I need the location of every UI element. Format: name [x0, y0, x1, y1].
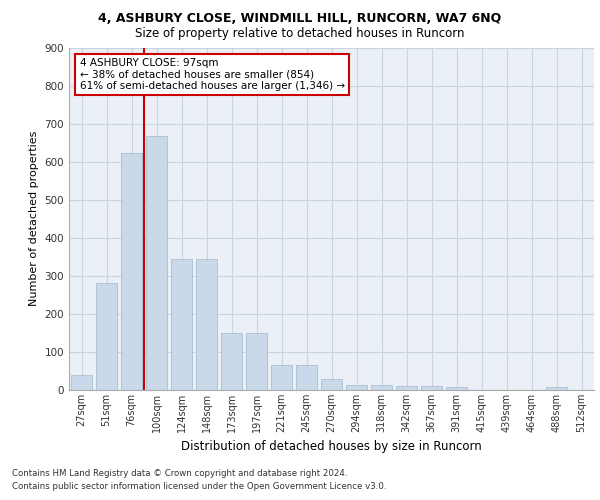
Bar — [96, 284, 117, 390]
Bar — [396, 386, 417, 390]
Bar — [421, 386, 442, 390]
Text: Contains HM Land Registry data © Crown copyright and database right 2024.: Contains HM Land Registry data © Crown c… — [12, 468, 347, 477]
Bar — [146, 136, 167, 390]
X-axis label: Distribution of detached houses by size in Runcorn: Distribution of detached houses by size … — [181, 440, 482, 454]
Bar — [371, 386, 392, 390]
Bar — [246, 333, 267, 390]
Bar — [296, 366, 317, 390]
Bar — [271, 366, 292, 390]
Y-axis label: Number of detached properties: Number of detached properties — [29, 131, 39, 306]
Bar — [196, 258, 217, 390]
Bar — [546, 387, 567, 390]
Bar — [446, 388, 467, 390]
Bar — [121, 154, 142, 390]
Text: Size of property relative to detached houses in Runcorn: Size of property relative to detached ho… — [135, 28, 465, 40]
Bar — [171, 258, 192, 390]
Text: 4 ASHBURY CLOSE: 97sqm
← 38% of detached houses are smaller (854)
61% of semi-de: 4 ASHBURY CLOSE: 97sqm ← 38% of detached… — [79, 58, 344, 91]
Bar — [346, 385, 367, 390]
Text: Contains public sector information licensed under the Open Government Licence v3: Contains public sector information licen… — [12, 482, 386, 491]
Bar — [71, 375, 92, 390]
Bar — [321, 380, 342, 390]
Text: 4, ASHBURY CLOSE, WINDMILL HILL, RUNCORN, WA7 6NQ: 4, ASHBURY CLOSE, WINDMILL HILL, RUNCORN… — [98, 12, 502, 26]
Bar — [221, 333, 242, 390]
